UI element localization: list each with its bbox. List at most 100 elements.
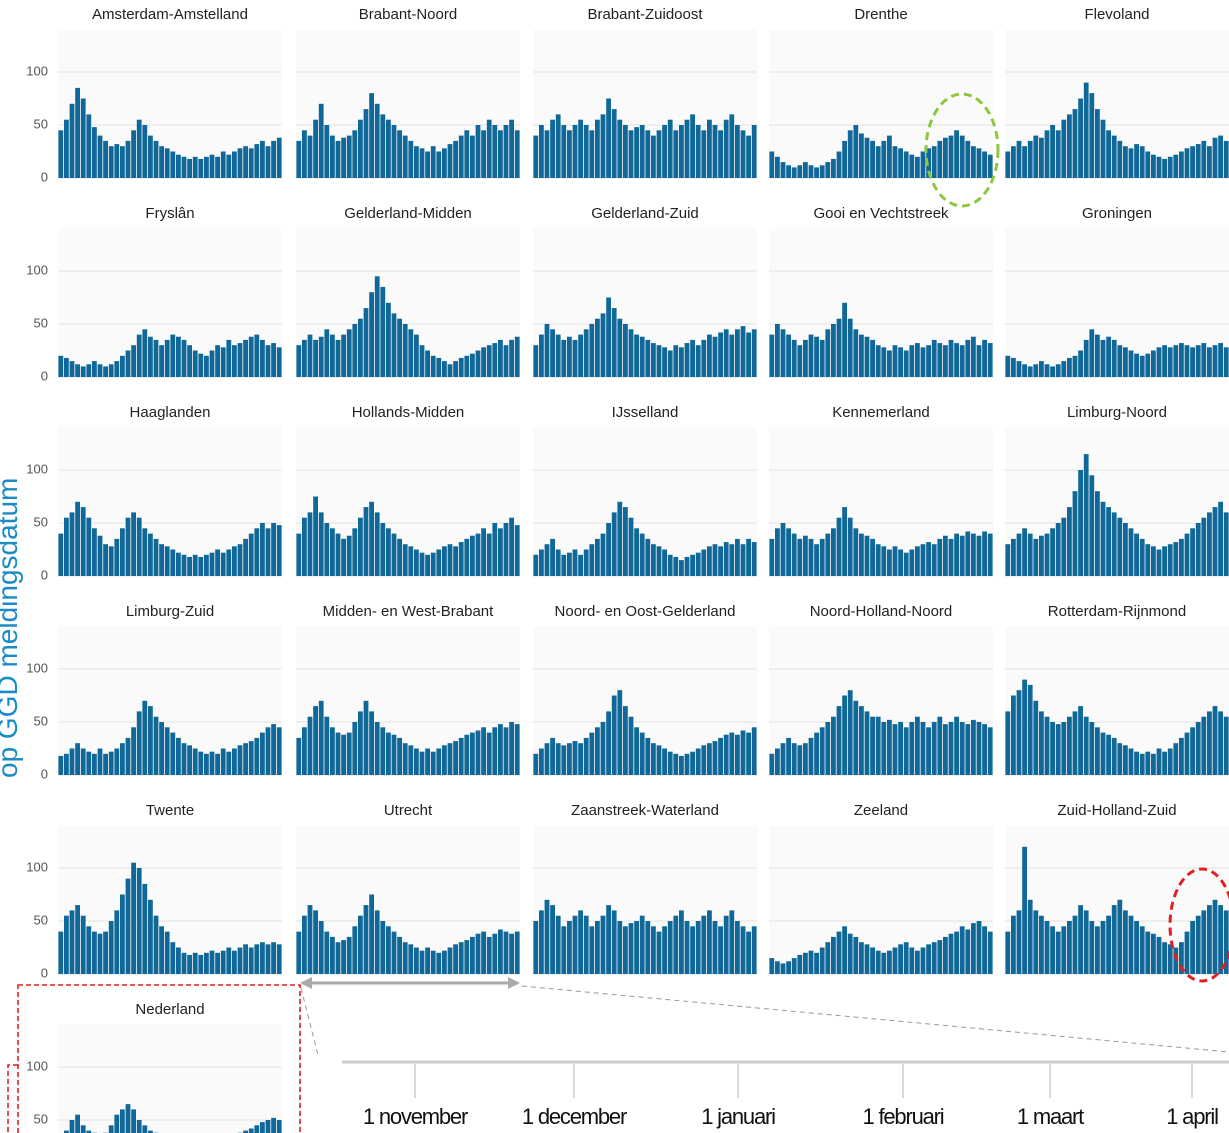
bar (164, 148, 170, 178)
bar (875, 345, 881, 377)
bar (1128, 350, 1134, 377)
bar (254, 944, 260, 974)
bar (430, 146, 436, 178)
bar (544, 899, 550, 974)
bar (176, 154, 181, 178)
date-label: 1 januari (701, 1104, 775, 1129)
bar (237, 544, 243, 576)
bar (346, 936, 352, 974)
bar (1167, 748, 1173, 775)
bar (509, 339, 514, 377)
bar (232, 748, 237, 775)
bar (937, 343, 943, 377)
bar (746, 135, 751, 178)
bar (425, 947, 430, 974)
bar (684, 119, 690, 178)
bar (486, 936, 492, 974)
bar (920, 722, 926, 775)
bar (1128, 748, 1134, 775)
bar (296, 931, 302, 974)
bar (159, 345, 164, 377)
panel-background (58, 626, 282, 775)
bar (498, 130, 503, 178)
bar (853, 936, 859, 974)
panel-background (1005, 29, 1229, 178)
bar (1123, 523, 1128, 576)
bar (673, 915, 679, 974)
bar (746, 332, 751, 377)
bar (204, 753, 209, 775)
bar (803, 535, 808, 576)
bar (1039, 915, 1044, 974)
bar (436, 952, 442, 974)
bar (578, 743, 583, 775)
bar (673, 130, 679, 178)
bar (954, 533, 959, 576)
bar (276, 347, 282, 377)
bar (870, 716, 875, 775)
bar (358, 517, 363, 576)
bar (374, 276, 380, 377)
bar (639, 125, 645, 178)
bar (791, 533, 797, 576)
bar (265, 944, 271, 974)
bar (1218, 135, 1223, 178)
bar (606, 711, 611, 775)
panel-title: Amsterdam-Amstelland (92, 6, 248, 23)
bar (656, 745, 662, 775)
bar (639, 915, 645, 974)
bar (729, 114, 735, 178)
bar (769, 538, 775, 576)
y-tick-label: 0 (41, 169, 48, 184)
bar (1050, 528, 1055, 576)
bar (447, 364, 453, 377)
bar (1151, 154, 1156, 178)
bar (881, 347, 887, 377)
bar (746, 732, 751, 775)
bar (226, 154, 232, 178)
bar (335, 942, 341, 974)
bar (887, 350, 892, 377)
bar (69, 103, 75, 178)
panel-title: Drenthe (854, 6, 907, 23)
bar (651, 743, 656, 775)
bar (341, 538, 346, 576)
bar (539, 748, 544, 775)
bar (391, 533, 397, 576)
bar (1011, 538, 1016, 576)
bar (533, 135, 539, 178)
bar (864, 137, 870, 178)
bar (971, 923, 976, 974)
panel-title: Brabant-Noord (359, 6, 457, 23)
bar (114, 361, 120, 377)
bar (611, 695, 617, 775)
bar (1005, 544, 1011, 576)
bar (1072, 711, 1078, 775)
bar (976, 148, 982, 178)
bar (1022, 528, 1027, 576)
bar (248, 533, 254, 576)
bar (159, 544, 164, 576)
bar (271, 140, 276, 178)
bar (108, 364, 114, 377)
bar (898, 549, 903, 576)
bar (544, 130, 550, 178)
bar (1201, 910, 1207, 974)
bar (707, 546, 712, 576)
bar (64, 357, 69, 377)
bar (1201, 343, 1207, 377)
bar (164, 339, 170, 377)
bar (1212, 507, 1218, 576)
bar (555, 743, 561, 775)
bar (1027, 684, 1033, 775)
bar (1095, 109, 1100, 178)
bar (436, 748, 442, 775)
bar (1055, 724, 1061, 775)
bar (931, 146, 937, 178)
bar (836, 151, 842, 178)
date-label: 1 april (1166, 1104, 1218, 1129)
bar (313, 496, 318, 576)
bar (209, 552, 215, 576)
bar (260, 732, 265, 775)
bar (1117, 345, 1123, 377)
